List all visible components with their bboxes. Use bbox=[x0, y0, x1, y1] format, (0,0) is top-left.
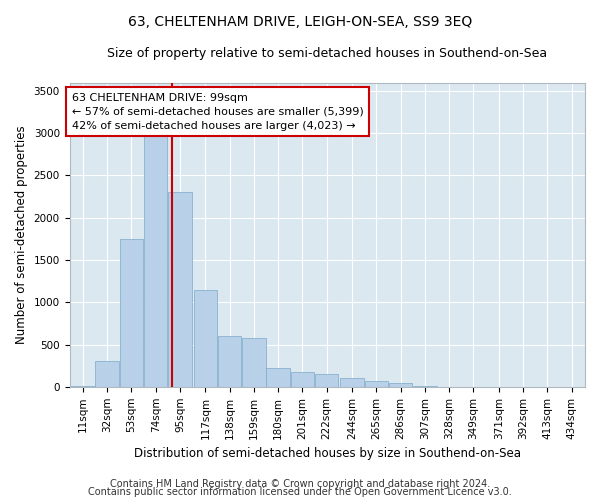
Y-axis label: Number of semi-detached properties: Number of semi-detached properties bbox=[15, 126, 28, 344]
Text: 63 CHELTENHAM DRIVE: 99sqm
← 57% of semi-detached houses are smaller (5,399)
42%: 63 CHELTENHAM DRIVE: 99sqm ← 57% of semi… bbox=[72, 92, 364, 130]
Title: Size of property relative to semi-detached houses in Southend-on-Sea: Size of property relative to semi-detach… bbox=[107, 48, 547, 60]
Bar bbox=[95, 360, 119, 387]
Bar bbox=[266, 368, 290, 387]
Bar bbox=[168, 192, 191, 387]
Bar bbox=[290, 372, 314, 387]
Text: Contains public sector information licensed under the Open Government Licence v3: Contains public sector information licen… bbox=[88, 487, 512, 497]
Bar bbox=[119, 239, 143, 387]
Bar bbox=[218, 336, 241, 387]
Bar bbox=[340, 378, 364, 387]
Text: Contains HM Land Registry data © Crown copyright and database right 2024.: Contains HM Land Registry data © Crown c… bbox=[110, 479, 490, 489]
Bar bbox=[389, 382, 412, 387]
Bar bbox=[242, 338, 266, 387]
Bar bbox=[315, 374, 338, 387]
Bar bbox=[144, 129, 167, 387]
Bar bbox=[365, 381, 388, 387]
Text: 63, CHELTENHAM DRIVE, LEIGH-ON-SEA, SS9 3EQ: 63, CHELTENHAM DRIVE, LEIGH-ON-SEA, SS9 … bbox=[128, 15, 472, 29]
Bar bbox=[194, 290, 217, 387]
Bar bbox=[71, 386, 95, 387]
X-axis label: Distribution of semi-detached houses by size in Southend-on-Sea: Distribution of semi-detached houses by … bbox=[134, 447, 521, 460]
Bar bbox=[413, 386, 437, 387]
